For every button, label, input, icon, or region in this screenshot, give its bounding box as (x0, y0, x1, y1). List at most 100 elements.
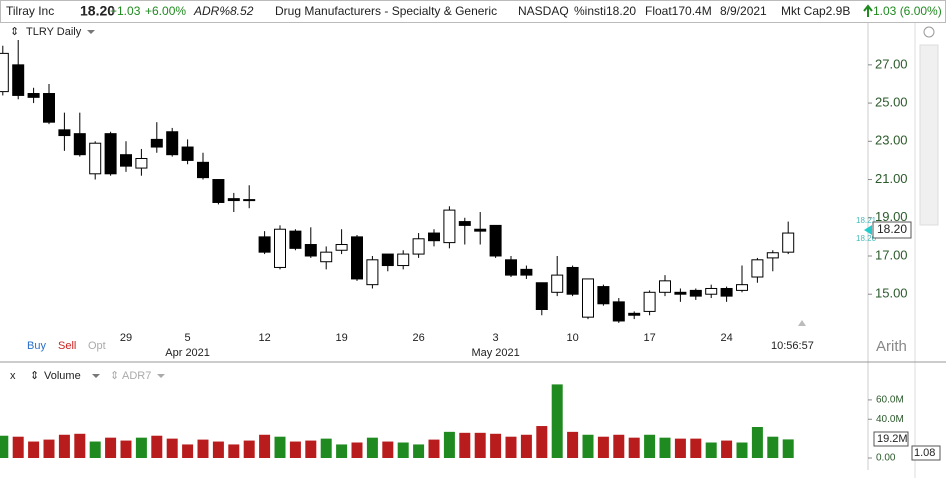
candle-body (12, 64, 25, 96)
adr-label[interactable]: ADR7 (122, 370, 151, 382)
candle-body (736, 284, 748, 291)
volume-bar (0, 435, 9, 458)
candle-body (351, 236, 363, 280)
candle-body (166, 131, 179, 156)
clock: 10:56:57 (771, 340, 814, 352)
volume-bar (382, 441, 394, 458)
candle-body (243, 199, 256, 202)
volume-bar (74, 433, 86, 458)
candle-body (674, 291, 687, 295)
candle-body (458, 221, 471, 226)
candle-body (120, 154, 132, 167)
candle-body (397, 253, 410, 267)
candle-body (135, 158, 148, 169)
volume-bar (505, 436, 517, 458)
volume-bar (43, 439, 55, 458)
volume-bar (767, 436, 779, 458)
volume-bar (105, 437, 117, 458)
dropdown[interactable] (87, 30, 95, 34)
volume-bar (628, 437, 640, 458)
candle-body (274, 228, 286, 268)
y-tick-label: 0.00 (876, 453, 896, 464)
volume-bar (305, 440, 317, 458)
volume-bar (135, 437, 147, 458)
volume-bar (536, 426, 548, 458)
volume-label[interactable]: Volume (44, 370, 81, 382)
sell-button[interactable]: Sell (58, 340, 76, 352)
candle-body (705, 287, 718, 295)
adr-marker-text: 1.08 (914, 447, 935, 459)
price-pointer (864, 225, 872, 235)
x-tick-label: 17 (643, 332, 655, 344)
volume-bar (151, 435, 163, 458)
date: 8/9/2021 (720, 4, 767, 18)
dropdown[interactable] (92, 374, 100, 378)
y-tick-label: 40.0M (876, 414, 904, 425)
y-tick-label: 17.00 (875, 247, 908, 262)
volume-bar (28, 441, 40, 458)
candle-body (104, 133, 117, 175)
candle-body (474, 228, 487, 232)
buy-button[interactable]: Buy (27, 340, 46, 352)
company-name: Tilray Inc (6, 4, 54, 18)
volume-bar (751, 427, 763, 458)
volume-bar (212, 441, 224, 458)
candle-body (0, 52, 9, 93)
volume-marker-text: 19.2M (877, 433, 908, 445)
y-tick-label: 23.00 (875, 133, 908, 148)
volume-bar (613, 434, 625, 458)
candle-body (782, 232, 795, 253)
candle-body (489, 224, 502, 257)
candle-body (566, 266, 579, 295)
symbol-label[interactable]: TLRY Daily (26, 26, 82, 38)
settings-icon[interactable] (923, 26, 935, 38)
candle-body (73, 133, 86, 156)
bid: 18.20 (856, 234, 877, 243)
volume-bar (120, 440, 132, 458)
volume-bar (705, 442, 717, 458)
volume-bar (490, 433, 502, 458)
y-tick-label: 19.00 (875, 209, 908, 224)
dropdown[interactable] (157, 374, 165, 378)
close-panel[interactable]: x (10, 370, 16, 382)
candle-body (320, 251, 333, 263)
volume-bar (551, 384, 563, 458)
month-label: May 2021 (471, 347, 519, 359)
opt-button[interactable]: Opt (88, 340, 106, 352)
scrollbar[interactable] (919, 44, 939, 226)
float: Float170.4M (645, 4, 712, 18)
mkt-cap: Mkt Cap2.9B (781, 4, 850, 18)
pin-icon: ⇕ (110, 370, 119, 382)
volume-bar (520, 434, 532, 458)
candle-body (443, 209, 456, 244)
change-pct: +6.00% (145, 4, 186, 18)
volume-bar (459, 432, 471, 458)
volume-bar (336, 444, 348, 458)
candle-body (289, 230, 302, 249)
ask: 18.21 (856, 216, 877, 225)
candle-body (520, 268, 533, 276)
volume-bar (12, 436, 24, 458)
insti: %insti18.20 (574, 4, 636, 18)
scale-mode[interactable]: Arith (876, 338, 907, 355)
candle-body (597, 286, 610, 305)
candle-body (258, 236, 271, 253)
volume-bar (690, 438, 702, 458)
candle-body (659, 280, 671, 293)
up-arrow (863, 4, 873, 17)
y-tick-label: 27.00 (875, 56, 908, 71)
pin-icon: ⇕ (10, 26, 19, 38)
volume-bar (397, 442, 409, 458)
volume-bar (274, 436, 286, 458)
volume-bar (782, 439, 794, 458)
candle-body (505, 259, 517, 276)
price-marker (872, 221, 912, 239)
volume-bar (320, 438, 332, 458)
month-label: Apr 2021 (165, 347, 210, 359)
candle-body (43, 93, 55, 123)
y-tick-label: 15.00 (875, 286, 908, 301)
adr: ADR%8.52 (193, 4, 254, 18)
y-tick-label: 25.00 (875, 95, 908, 110)
candle-body (212, 179, 225, 203)
